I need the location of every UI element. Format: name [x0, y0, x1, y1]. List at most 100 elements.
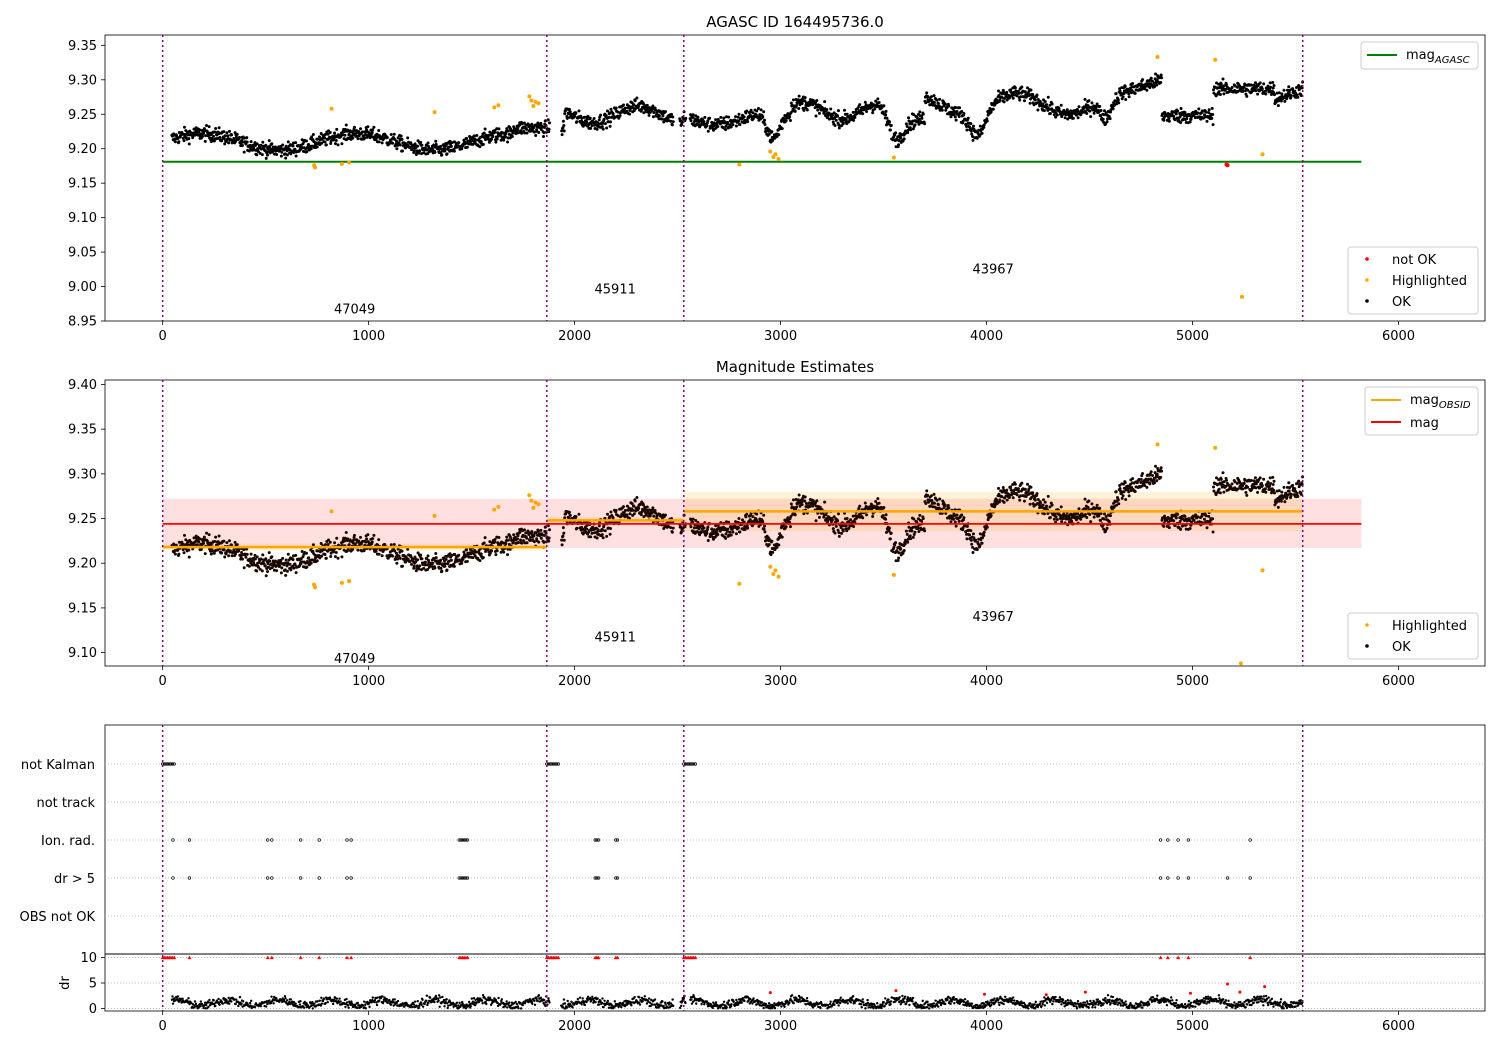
- ok-point: [417, 151, 421, 155]
- ok-point: [911, 535, 915, 539]
- ok-point: [1155, 472, 1159, 476]
- ok-point: [1215, 81, 1219, 85]
- ok-point: [833, 124, 837, 128]
- ok-point: [1211, 88, 1215, 92]
- ok-point: [1121, 95, 1125, 99]
- ok-point: [1207, 108, 1211, 112]
- ok-point: [711, 537, 715, 541]
- ok-point: [1271, 81, 1275, 85]
- ok-point: [588, 116, 592, 120]
- ok-point: [192, 127, 196, 131]
- ok-point: [871, 111, 875, 115]
- ok-point: [691, 113, 695, 117]
- ok-point: [1020, 85, 1024, 89]
- ok-point: [837, 531, 841, 535]
- ok-point: [1264, 92, 1268, 96]
- ok-point: [737, 516, 741, 520]
- ok-point: [921, 112, 925, 116]
- ok-point: [745, 524, 749, 528]
- ok-point: [669, 119, 673, 123]
- ok-point: [362, 136, 366, 140]
- ok-point: [980, 131, 984, 135]
- ok-point: [309, 147, 313, 151]
- ok-point: [884, 517, 888, 521]
- ok-point: [998, 98, 1002, 102]
- ok-point: [1109, 110, 1113, 114]
- ok-point: [851, 110, 855, 114]
- ok-point: [954, 524, 958, 528]
- ok-point: [1300, 86, 1304, 90]
- ok-point: [705, 527, 709, 531]
- ok-point: [858, 103, 862, 107]
- ok-point: [1099, 114, 1103, 118]
- ok-point: [763, 123, 767, 127]
- ok-point: [998, 498, 1002, 502]
- x-tick-label: 4000: [970, 329, 1003, 344]
- ok-point: [245, 552, 249, 556]
- ok-point: [227, 141, 231, 145]
- ok-point: [746, 120, 750, 124]
- ok-point: [623, 106, 627, 110]
- ok-point: [548, 121, 552, 125]
- ok-point: [702, 120, 706, 124]
- ok-point: [734, 532, 738, 536]
- ok-point: [738, 123, 742, 127]
- y-tick-label: 9.10: [68, 646, 97, 661]
- ok-point: [453, 552, 457, 556]
- ok-point: [323, 140, 327, 144]
- x-tick-label: 2000: [558, 674, 591, 689]
- ok-point: [1083, 109, 1087, 113]
- ok-point: [894, 145, 898, 149]
- ok-point: [474, 550, 478, 554]
- ok-point: [1102, 517, 1106, 521]
- ok-point: [586, 114, 590, 118]
- ok-point: [912, 517, 916, 521]
- ok-point: [434, 139, 438, 143]
- ok-point: [611, 112, 615, 116]
- ok-point: [1063, 116, 1067, 120]
- ok-point: [762, 110, 766, 114]
- ok-point: [205, 531, 209, 535]
- ok-point: [1045, 103, 1049, 107]
- ok-point: [971, 134, 975, 138]
- ok-point: [537, 540, 541, 544]
- ok-point: [294, 571, 298, 575]
- ok-point: [286, 552, 290, 556]
- ok-point: [199, 547, 203, 551]
- ok-point: [789, 101, 793, 105]
- ok-point: [1018, 98, 1022, 102]
- ok-point: [1000, 495, 1004, 499]
- ok-point: [242, 566, 246, 570]
- ok-point: [490, 549, 494, 553]
- ok-point: [1256, 92, 1260, 96]
- y-tick-label: 9.35: [68, 423, 97, 438]
- ok-point: [728, 530, 732, 534]
- y-tick-label: 9.35: [68, 39, 97, 54]
- ok-point: [268, 559, 272, 563]
- ok-point: [481, 556, 485, 560]
- ok-point: [311, 543, 315, 547]
- ok-point: [560, 129, 564, 133]
- ok-point: [380, 141, 384, 145]
- ok-point: [755, 109, 759, 113]
- ok-point: [608, 124, 612, 128]
- ok-point: [439, 558, 443, 562]
- ok-point: [352, 533, 356, 537]
- ok-point: [888, 537, 892, 541]
- ok-point: [416, 144, 420, 148]
- ok-point: [1076, 116, 1080, 120]
- ok-point: [756, 106, 760, 110]
- ok-point: [567, 107, 571, 111]
- ok-point: [235, 132, 239, 136]
- ok-point: [897, 556, 901, 560]
- panel-magnitude-estimates: Magnitude Estimates 0 1000 2000 3000 4000 500…: [68, 358, 1486, 689]
- ok-point: [398, 143, 402, 147]
- ok-point: [837, 126, 841, 130]
- ok-point: [1033, 98, 1037, 102]
- ok-point: [791, 498, 795, 502]
- ok-point: [607, 116, 611, 120]
- ok-point: [247, 564, 251, 568]
- ok-point: [771, 138, 775, 142]
- ok-point: [211, 134, 215, 138]
- ok-point: [1060, 115, 1064, 119]
